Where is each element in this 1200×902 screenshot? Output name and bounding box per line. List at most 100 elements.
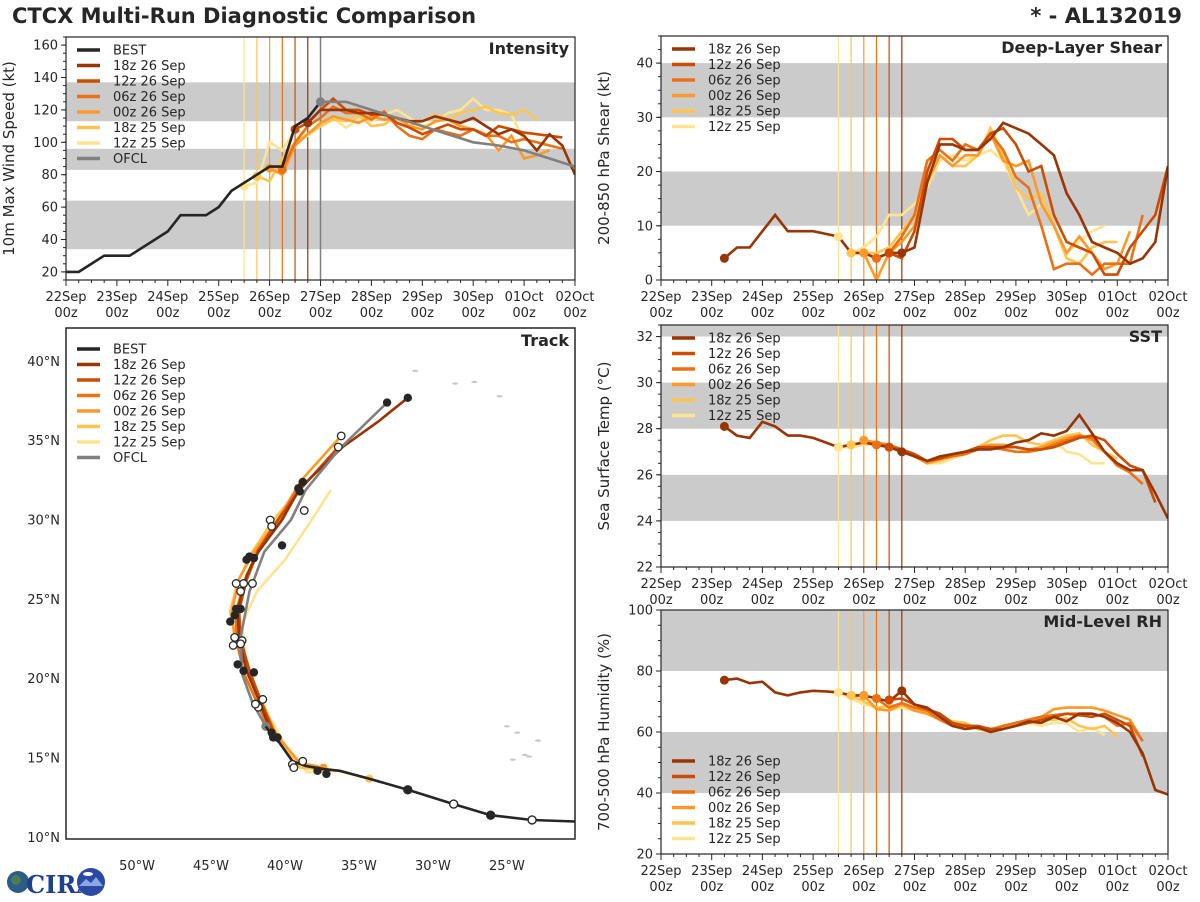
island-cape-verde bbox=[535, 739, 542, 742]
x-tick-label: 00z bbox=[1004, 880, 1028, 895]
y-tick-label: 60 bbox=[636, 726, 653, 741]
series-18z-26-sep bbox=[723, 412, 1168, 520]
forecast-marker-filled bbox=[298, 477, 307, 487]
y-tick-label: 32 bbox=[636, 330, 653, 345]
lon-label: 25°W bbox=[489, 859, 525, 874]
y-tick-label: 28 bbox=[636, 422, 653, 437]
best-marker-filled bbox=[485, 810, 496, 820]
x-tick-label: 22Sep bbox=[45, 290, 86, 305]
x-tick-label: 00z bbox=[411, 306, 435, 321]
init-marker bbox=[897, 686, 907, 696]
init-marker bbox=[884, 695, 894, 705]
plot-area-intensity bbox=[66, 37, 575, 280]
plot-area-rh bbox=[661, 610, 1168, 854]
forecast-marker-filled bbox=[249, 553, 259, 563]
forecast-marker-filled bbox=[226, 617, 235, 626]
legend-label: 06z 26 Sep bbox=[708, 74, 781, 89]
panel-shear: 01020304022Sep00z23Sep00z24Sep00z25Sep00… bbox=[595, 35, 1188, 321]
legend-label: 00z 26 Sep bbox=[708, 89, 781, 104]
legend-label: 18z 26 Sep bbox=[113, 59, 186, 74]
forecast-marker-open bbox=[336, 431, 346, 441]
shaded-band bbox=[661, 171, 1168, 226]
init-marker bbox=[884, 442, 894, 452]
y-axis-label: 700-500 hPa Humidity (%) bbox=[595, 633, 613, 831]
y-tick-label: 22 bbox=[636, 561, 653, 576]
track-18z-26-sep bbox=[236, 396, 409, 738]
legend-label: 12z 26 Sep bbox=[708, 347, 781, 362]
x-tick-label: 22Sep bbox=[640, 864, 681, 879]
x-tick-label: 02Oct bbox=[1148, 577, 1187, 592]
legend-label: 18z 25 Sep bbox=[113, 420, 186, 435]
legend-label: 06z 26 Sep bbox=[708, 363, 781, 378]
x-tick-label: 00z bbox=[207, 306, 231, 321]
island-cape-verde bbox=[521, 753, 528, 757]
best-marker-open bbox=[527, 815, 537, 825]
legend-label: 12z 25 Sep bbox=[113, 436, 186, 451]
forecast-marker-open bbox=[267, 521, 277, 531]
forecast-marker-open bbox=[236, 639, 246, 649]
x-tick-label: 25Sep bbox=[793, 577, 834, 592]
series-06z-26-sep bbox=[875, 131, 1144, 277]
panel-title: Intensity bbox=[489, 39, 570, 58]
panel-rh: 2040608010022Sep00z23Sep00z24Sep00z25Sep… bbox=[595, 604, 1188, 896]
init-marker bbox=[719, 253, 729, 263]
x-tick-label: 00z bbox=[903, 306, 927, 321]
x-tick-label: 29Sep bbox=[995, 864, 1036, 879]
legend-label: 18z 25 Sep bbox=[708, 394, 781, 409]
lat-label: 20°N bbox=[27, 672, 60, 687]
x-tick-label: 01Oct bbox=[505, 290, 544, 305]
best-marker-filled bbox=[403, 785, 413, 795]
x-tick-label: 00z bbox=[1055, 306, 1079, 321]
y-tick-label: 100 bbox=[628, 604, 653, 619]
forecast-marker-open bbox=[258, 694, 268, 704]
panel-sst: 22242628303222Sep00z23Sep00z24Sep00z25Se… bbox=[595, 324, 1188, 608]
legend-label: 12z 26 Sep bbox=[113, 75, 186, 90]
y-axis-label: 10m Max Wind Speed (kt) bbox=[0, 61, 18, 256]
cira-logo-graphic: CIRA bbox=[7, 868, 105, 899]
x-tick-label: 00z bbox=[1004, 306, 1028, 321]
x-tick-label: 00z bbox=[751, 593, 775, 608]
x-tick-label: 28Sep bbox=[945, 290, 986, 305]
init-marker bbox=[833, 232, 843, 242]
legend-label: 06z 26 Sep bbox=[708, 786, 781, 801]
forecast-marker-filled bbox=[295, 487, 304, 496]
x-tick-label: 00z bbox=[1055, 880, 1079, 895]
forecast-marker-open bbox=[230, 633, 240, 642]
x-tick-label: 00z bbox=[954, 880, 978, 895]
init-marker bbox=[719, 421, 729, 431]
series-ofcl bbox=[320, 100, 575, 168]
y-tick-label: 120 bbox=[33, 103, 58, 118]
legend-label: 18z 25 Sep bbox=[113, 121, 186, 136]
lon-label: 30°W bbox=[415, 859, 451, 874]
x-tick-label: 02Oct bbox=[1148, 290, 1187, 305]
best-marker-open bbox=[448, 799, 459, 809]
legend-label: 00z 26 Sep bbox=[708, 378, 781, 393]
x-tick-label: 00z bbox=[954, 593, 978, 608]
forecast-marker-open bbox=[239, 579, 249, 588]
init-marker bbox=[897, 447, 907, 457]
x-tick-label: 27Sep bbox=[300, 290, 341, 305]
y-tick-label: 60 bbox=[41, 201, 58, 216]
panel-intensity: 2040608010012014016022Sep00z23Sep00z24Se… bbox=[0, 36, 595, 321]
island-azores bbox=[452, 382, 459, 385]
init-marker bbox=[884, 248, 894, 258]
x-tick-label: 01Oct bbox=[1098, 290, 1137, 305]
y-tick-label: 24 bbox=[636, 514, 653, 529]
x-tick-label: 00z bbox=[512, 306, 536, 321]
init-marker bbox=[846, 690, 856, 700]
y-axis-label: 200-850 hPa Shear (kt) bbox=[595, 71, 613, 245]
x-tick-label: 00z bbox=[903, 593, 927, 608]
x-tick-label: 00z bbox=[1055, 593, 1079, 608]
x-tick-label: 00z bbox=[258, 306, 282, 321]
y-tick-label: 20 bbox=[636, 848, 653, 863]
legend-label: 18z 25 Sep bbox=[708, 817, 781, 832]
y-tick-label: 100 bbox=[33, 136, 58, 151]
panel-title: Deep-Layer Shear bbox=[1001, 38, 1162, 57]
x-tick-label: 28Sep bbox=[945, 864, 986, 879]
x-tick-label: 00z bbox=[700, 880, 724, 895]
x-tick-label: 00z bbox=[105, 306, 129, 321]
